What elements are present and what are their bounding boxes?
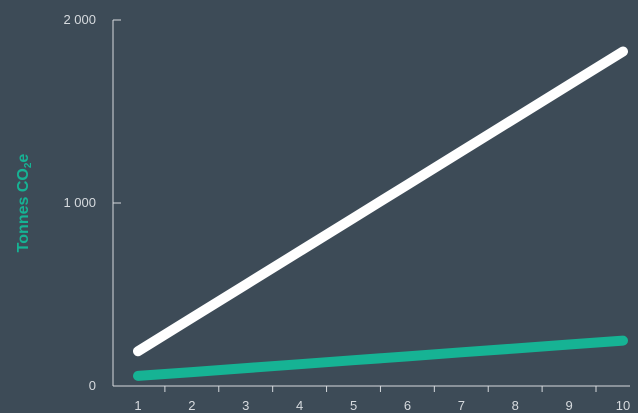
y-axis-label-subscript: 2 [23,162,34,168]
x-tick-label-2: 3 [242,398,249,413]
x-tick-label-8: 9 [565,398,572,413]
x-tick-label-3: 4 [296,398,303,413]
y-axis-label-main: Tonnes CO [15,168,32,252]
x-tick-label-5: 6 [404,398,411,413]
series-line-0 [133,46,628,357]
series-line-1 [133,335,628,381]
y-axis-label-suffix: e [15,154,32,163]
y-axis-label: Tonnes CO2e [15,154,34,253]
x-tick-label-4: 5 [350,398,357,413]
series-layer [133,46,628,381]
y-tick-label-2: 2 000 [63,12,96,27]
axes: 0 1 000 2 000 1 2 3 4 5 6 7 8 9 10 [63,12,630,413]
x-tick-label-7: 8 [512,398,519,413]
y-tick-label-1: 1 000 [63,195,96,210]
y-axis-title: Tonnes CO2e [15,154,34,253]
x-tick-label-1: 2 [188,398,195,413]
x-tick-label-6: 7 [458,398,465,413]
y-tick-label-0: 0 [89,378,96,393]
x-tick-label-9: 10 [616,398,630,413]
x-tick-label-0: 1 [134,398,141,413]
